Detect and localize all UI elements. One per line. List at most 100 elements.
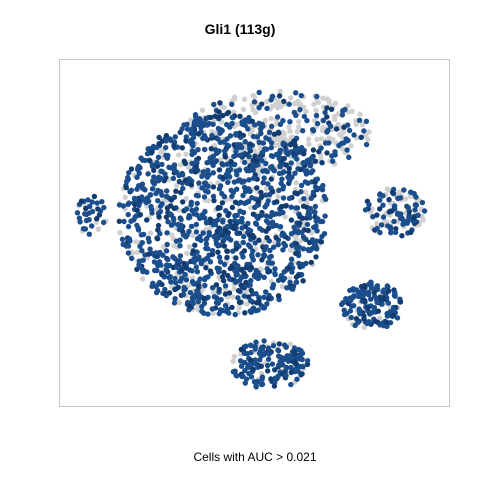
data-point: [355, 320, 361, 326]
data-point: [366, 319, 372, 325]
data-point: [288, 95, 294, 101]
data-point: [377, 206, 383, 212]
data-point: [279, 176, 285, 182]
data-point: [302, 168, 308, 174]
data-point: [258, 130, 264, 137]
data-point: [332, 149, 338, 155]
data-point: [309, 245, 315, 252]
data-point: [345, 103, 351, 109]
data-point: [210, 162, 216, 169]
data-point: [232, 199, 239, 205]
data-point: [278, 204, 284, 210]
data-point: [275, 242, 281, 248]
data-point: [395, 195, 401, 201]
data-point: [291, 224, 297, 230]
data-point: [173, 182, 180, 189]
data-point: [370, 214, 376, 220]
data-point: [154, 236, 161, 242]
data-point: [87, 203, 93, 210]
data-point: [293, 361, 299, 367]
data-point: [209, 248, 216, 254]
data-point: [231, 286, 237, 292]
data-point: [263, 228, 269, 234]
data-point: [298, 182, 305, 189]
data-point: [211, 101, 217, 108]
data-point: [322, 213, 328, 219]
data-point: [252, 153, 258, 159]
data-point: [203, 265, 209, 271]
data-point: [343, 296, 349, 302]
data-point: [288, 204, 294, 210]
data-point: [268, 115, 274, 122]
data-point: [295, 228, 301, 234]
data-point: [134, 222, 140, 229]
data-point: [246, 153, 252, 160]
data-point: [286, 169, 292, 176]
data-point: [149, 207, 155, 213]
data-point: [252, 357, 258, 363]
data-point: [224, 248, 230, 254]
data-point: [252, 122, 258, 128]
data-point: [293, 180, 299, 186]
data-point: [256, 297, 262, 304]
data-point: [141, 231, 147, 238]
data-point: [247, 362, 253, 368]
data-point: [211, 289, 217, 296]
data-point: [236, 304, 243, 311]
data-point: [283, 149, 289, 155]
data-point: [251, 148, 257, 154]
data-point: [144, 151, 151, 157]
data-point: [157, 203, 164, 209]
data-point: [261, 294, 267, 300]
data-point: [171, 162, 178, 168]
data-point: [288, 285, 295, 292]
data-point: [195, 299, 201, 305]
data-point: [248, 287, 254, 294]
data-point: [365, 305, 371, 311]
data-point: [183, 151, 189, 157]
data-point: [172, 134, 178, 140]
data-point: [164, 230, 170, 236]
data-point: [190, 232, 196, 239]
data-point: [101, 204, 107, 211]
data-point: [276, 187, 282, 193]
data-point: [94, 200, 100, 206]
data-point: [356, 117, 363, 124]
data-point: [275, 194, 281, 200]
data-point: [402, 196, 409, 202]
data-point: [314, 228, 320, 234]
data-point: [126, 170, 132, 176]
data-point: [155, 222, 162, 229]
data-point: [322, 109, 328, 116]
data-point: [384, 313, 391, 319]
data-point: [241, 159, 248, 166]
data-point: [159, 271, 165, 278]
data-point: [277, 224, 284, 230]
data-point: [163, 267, 169, 274]
data-point: [151, 259, 158, 265]
data-point: [261, 305, 268, 311]
data-point: [204, 160, 210, 166]
data-point: [297, 214, 303, 220]
data-point: [139, 181, 146, 187]
data-point: [282, 242, 289, 249]
data-point: [320, 95, 326, 101]
data-point: [280, 195, 287, 201]
data-point: [180, 199, 186, 205]
data-point: [291, 109, 297, 116]
data-point: [300, 160, 307, 166]
data-point: [275, 293, 282, 299]
data-point: [281, 136, 288, 142]
data-point: [189, 275, 196, 281]
data-point: [234, 172, 240, 178]
data-point: [155, 262, 161, 269]
data-point: [386, 288, 392, 294]
data-point: [159, 192, 165, 198]
data-point: [313, 107, 319, 114]
data-point: [193, 192, 200, 199]
data-point: [230, 369, 237, 375]
data-point: [95, 206, 101, 212]
data-point: [227, 218, 233, 225]
data-point: [190, 142, 196, 149]
data-point: [189, 279, 196, 285]
